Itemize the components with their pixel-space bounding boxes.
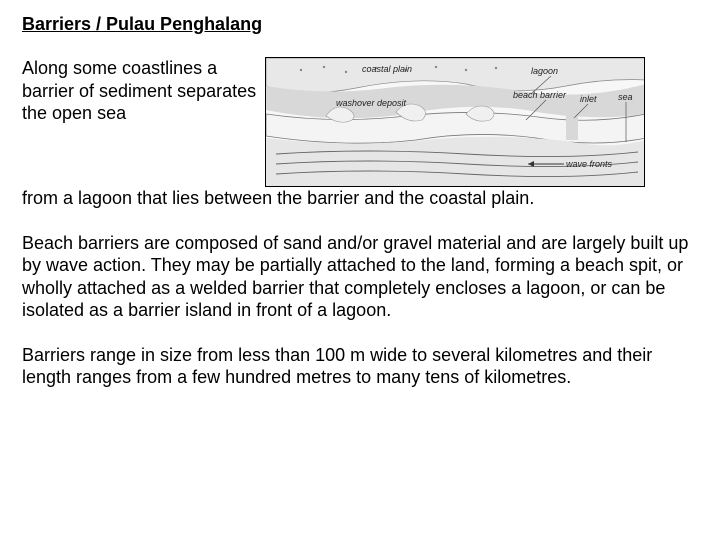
page-title: Barriers / Pulau Penghalang bbox=[22, 14, 698, 35]
label-wave-fronts: wave fronts bbox=[566, 159, 613, 169]
barrier-diagram: coastal plain lagoon washover deposit be… bbox=[265, 57, 645, 187]
para3: Barriers range in size from less than 10… bbox=[22, 344, 698, 389]
label-washover: washover deposit bbox=[336, 98, 407, 108]
label-lagoon: lagoon bbox=[531, 66, 558, 76]
label-inlet: inlet bbox=[580, 94, 597, 104]
para1-narrow: Along some coastlines a barrier of sedim… bbox=[22, 57, 257, 125]
para1-cont: from a lagoon that lies between the barr… bbox=[22, 187, 632, 210]
label-sea: sea bbox=[618, 92, 633, 102]
para2: Beach barriers are composed of sand and/… bbox=[22, 232, 698, 322]
label-coastal-plain: coastal plain bbox=[362, 64, 412, 74]
label-beach-barrier: beach barrier bbox=[513, 90, 567, 100]
